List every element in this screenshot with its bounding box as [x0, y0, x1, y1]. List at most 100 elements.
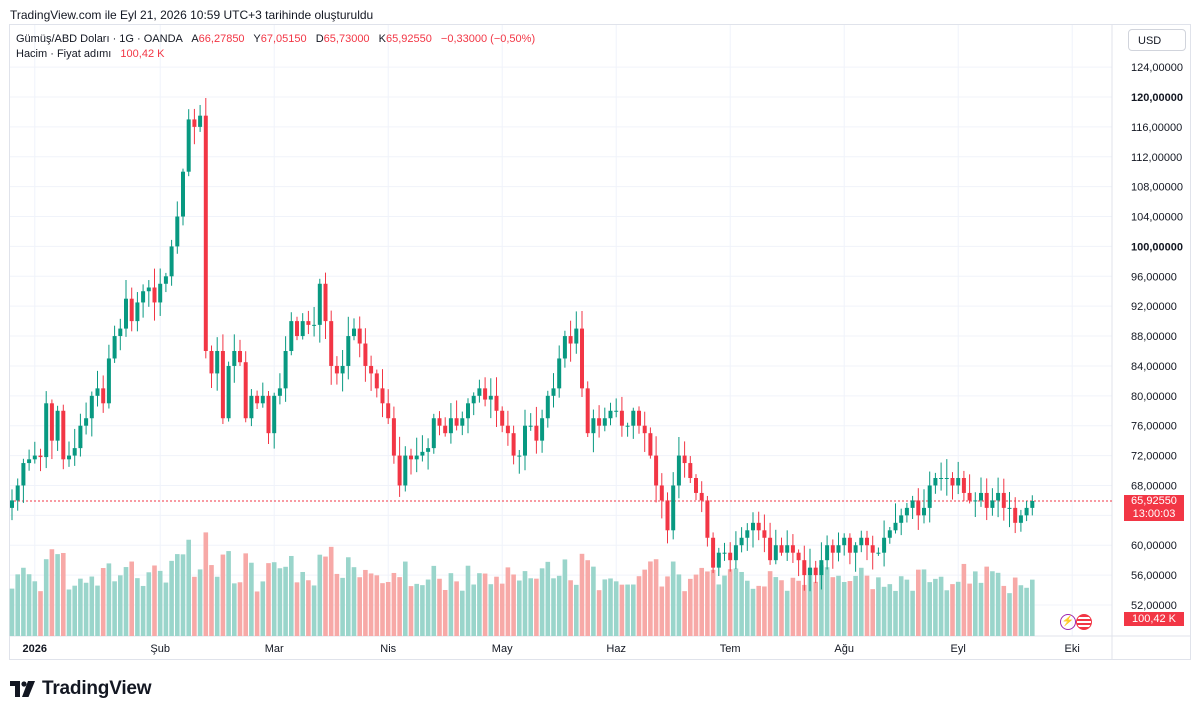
candle-body	[739, 537, 744, 546]
candle-body	[295, 321, 299, 337]
candle-body	[89, 395, 94, 419]
volume-bar	[254, 591, 260, 636]
volume-bar	[699, 567, 704, 636]
volume-bar	[591, 566, 596, 636]
volume-bar	[55, 554, 60, 636]
candle-body	[460, 418, 465, 426]
volume-bar	[665, 576, 670, 636]
y-tick-label: 76,00000	[1131, 421, 1177, 433]
volume-bar	[385, 581, 391, 636]
volume-bar	[289, 555, 294, 636]
candle-body	[574, 328, 579, 344]
candle-body	[939, 478, 944, 479]
symbol-title[interactable]: Gümüş/ABD Doları · 1G · OANDA	[16, 33, 183, 45]
candle-body	[568, 336, 573, 344]
volume-bar	[659, 586, 665, 636]
candle-body	[1018, 515, 1023, 523]
volume-bar	[271, 562, 277, 636]
candle-body	[124, 298, 128, 329]
candle-body	[705, 500, 710, 538]
volume-bar	[984, 566, 989, 636]
candle-body	[711, 537, 716, 568]
candle-body	[203, 115, 208, 351]
y-tick-label: 60,00000	[1131, 540, 1177, 552]
volume-bar	[950, 584, 955, 636]
candle-body	[847, 537, 852, 553]
volume-bar	[43, 559, 49, 636]
candle-body	[597, 418, 602, 426]
volume-bar	[545, 561, 551, 636]
volume-bar	[266, 563, 271, 636]
volume-bar	[32, 581, 38, 636]
x-tick-label: Eki	[1065, 643, 1080, 655]
candle-body	[466, 403, 470, 419]
volume-bar	[169, 560, 174, 636]
candle-body	[192, 119, 197, 127]
candle-body	[61, 410, 66, 460]
candle-body	[101, 388, 106, 404]
candle-body	[488, 395, 493, 400]
candle-body	[1001, 492, 1006, 508]
volume-tag: 100,42 K	[1124, 612, 1184, 626]
volume-label[interactable]: Hacim · Fiyat adımı	[16, 48, 112, 60]
lightning-icon[interactable]: ⚡	[1060, 614, 1076, 630]
volume-bar	[499, 583, 505, 636]
candle-body	[158, 283, 163, 303]
candle-body	[1024, 507, 1029, 516]
volume-bar	[745, 580, 750, 636]
candle-body	[893, 522, 898, 531]
candle-body	[84, 418, 89, 426]
volume-bar	[955, 581, 961, 636]
volume-bar	[859, 567, 864, 636]
candle-body	[859, 537, 864, 546]
volume-bar	[351, 567, 357, 636]
volume-bar	[534, 578, 539, 636]
volume-bar	[425, 579, 431, 636]
candle-body	[272, 395, 277, 434]
chart-frame	[9, 24, 1191, 660]
candle-body	[876, 552, 881, 554]
candle-body	[300, 321, 305, 337]
candle-body	[887, 530, 892, 538]
volume-bar	[420, 585, 425, 636]
volume-bar	[249, 562, 254, 636]
candle-body	[511, 433, 516, 456]
x-tick-label: Ağu	[834, 643, 854, 655]
candle-body	[72, 448, 77, 456]
volume-bar	[306, 580, 311, 636]
volume-bar	[106, 563, 112, 636]
candle-body	[289, 321, 294, 351]
candle-body	[49, 403, 54, 441]
candle-body	[141, 291, 146, 303]
volume-bar	[1001, 585, 1007, 636]
us-flag-icon[interactable]	[1076, 614, 1092, 630]
candle-body	[186, 119, 191, 172]
candle-body	[363, 343, 368, 366]
y-tick-label: 124,00000	[1131, 62, 1183, 74]
volume-bar	[283, 566, 288, 636]
candle-body	[602, 418, 607, 426]
candle-body	[842, 537, 847, 546]
last-price-tag: 65,92550 13:00:03	[1124, 495, 1184, 521]
high-label: Y	[253, 33, 261, 45]
volume-bar	[910, 590, 915, 636]
candle-body	[950, 478, 955, 486]
currency-button[interactable]: USD	[1128, 29, 1186, 51]
volume-bar	[574, 584, 579, 636]
candle-body	[956, 478, 961, 486]
volume-bar	[927, 582, 932, 636]
tradingview-brand[interactable]: TradingView	[10, 678, 152, 700]
tradingview-logo-icon	[10, 681, 35, 697]
candle-body	[118, 328, 123, 337]
candle-body	[699, 492, 704, 501]
volume-bar	[454, 581, 459, 636]
volume-bar	[197, 569, 203, 636]
volume-bar	[374, 575, 380, 636]
chart-caption: TradingView.com ile Eyl 21, 2026 10:59 U…	[10, 8, 374, 22]
candle-body	[591, 418, 596, 434]
candle-body	[733, 545, 738, 561]
candle-body	[226, 365, 231, 419]
candle-body	[317, 283, 322, 325]
candle-body	[967, 492, 972, 501]
